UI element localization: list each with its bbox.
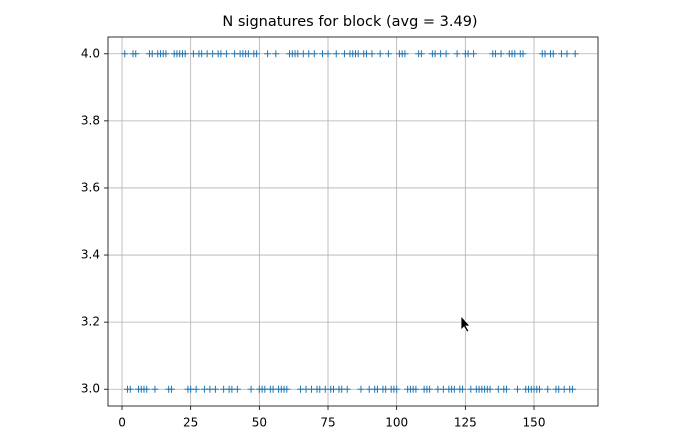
y-tick-label: 3.0 — [81, 382, 100, 396]
marker — [384, 50, 392, 58]
y-tick-label: 3.6 — [81, 180, 100, 194]
marker — [211, 385, 219, 393]
x-tick-label: 150 — [523, 416, 546, 430]
axes-frame — [107, 36, 599, 407]
x-tick-label: 0 — [118, 416, 126, 430]
x-tick-label: 25 — [183, 416, 198, 430]
marker — [233, 385, 241, 393]
marker — [121, 50, 129, 58]
y-tick-label: 3.2 — [81, 315, 100, 329]
marker — [310, 50, 318, 58]
marker — [132, 50, 140, 58]
y-tick-label: 3.4 — [81, 248, 100, 262]
marker — [544, 385, 552, 393]
marker — [151, 385, 159, 393]
x-tick-label: 100 — [385, 416, 408, 430]
marker — [563, 50, 571, 58]
y-tick-label: 4.0 — [81, 46, 100, 60]
marker — [571, 50, 579, 58]
marker — [143, 385, 151, 393]
marker — [167, 385, 175, 393]
marker — [549, 50, 557, 58]
marker — [470, 50, 478, 58]
marker — [442, 50, 450, 58]
marker — [401, 50, 409, 58]
marker — [162, 50, 170, 58]
marker — [343, 385, 351, 393]
marker — [272, 50, 280, 58]
marker — [222, 50, 230, 58]
mouse-cursor — [460, 314, 471, 333]
marker — [247, 385, 255, 393]
marker — [393, 385, 401, 393]
marker — [192, 385, 200, 393]
chart-title: N signatures for block (avg = 3.49) — [222, 14, 477, 30]
marker — [453, 50, 461, 58]
marker — [486, 385, 494, 393]
marker — [357, 385, 365, 393]
marker — [568, 385, 576, 393]
marker — [376, 50, 384, 58]
marker — [514, 385, 522, 393]
plot-area: 0 25 50 75 100 125 150 3.0 3.2 3.4 3.6 3.8 4.0 — [81, 37, 598, 430]
marker — [519, 50, 527, 58]
marker — [264, 50, 272, 58]
marker — [417, 50, 425, 58]
marker — [412, 385, 420, 393]
marker — [368, 50, 376, 58]
marker — [426, 385, 434, 393]
x-tick-label: 75 — [320, 416, 335, 430]
marker — [324, 50, 332, 58]
marker — [181, 50, 189, 58]
marker — [535, 385, 543, 393]
x-tick-label: 125 — [454, 416, 477, 430]
marker — [497, 50, 505, 58]
marker — [126, 385, 134, 393]
y-tick-label: 3.8 — [81, 113, 100, 127]
marker — [283, 385, 291, 393]
marker — [503, 385, 511, 393]
marker — [253, 50, 261, 58]
x-tick-label: 50 — [252, 416, 267, 430]
marker — [332, 50, 340, 58]
marker — [459, 385, 467, 393]
